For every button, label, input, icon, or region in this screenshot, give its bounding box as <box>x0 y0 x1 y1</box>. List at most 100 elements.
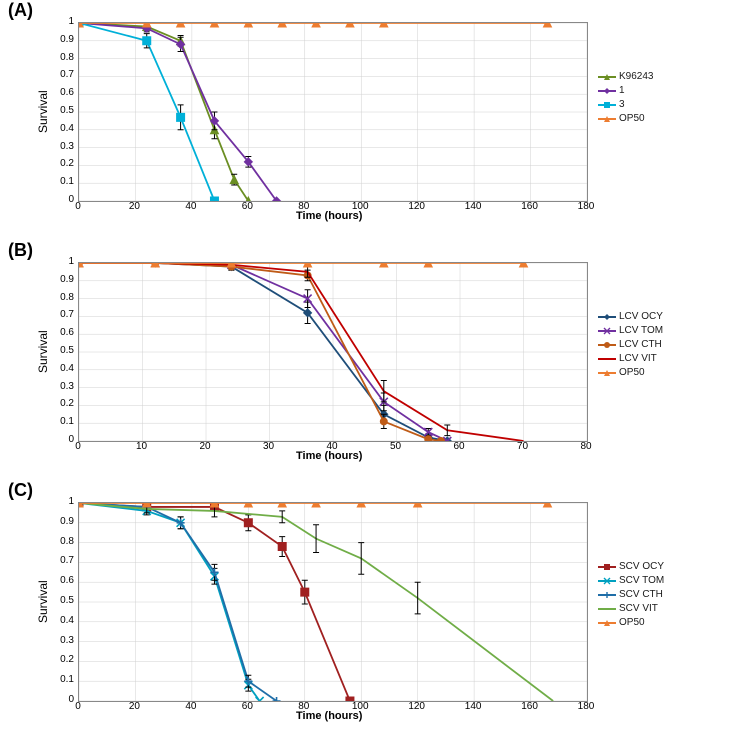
panel-A: (A)SurvivalTime (hours)00.10.20.30.40.50… <box>0 0 752 224</box>
x-tick-label: 60 <box>235 701 259 712</box>
legend-item: LCV VIT <box>598 352 663 365</box>
y-tick-label: 0.7 <box>54 555 74 566</box>
y-tick-label: 0.4 <box>54 123 74 134</box>
y-tick-label: 0.6 <box>54 575 74 586</box>
y-tick-label: 0.4 <box>54 363 74 374</box>
y-tick-label: 0.5 <box>54 105 74 116</box>
x-tick-label: 180 <box>574 701 598 712</box>
y-tick-label: 0.6 <box>54 87 74 98</box>
x-tick-label: 80 <box>292 701 316 712</box>
x-tick-label: 120 <box>405 201 429 212</box>
x-tick-label: 80 <box>292 201 316 212</box>
chart-svg <box>79 263 587 441</box>
x-tick-label: 80 <box>574 441 598 452</box>
x-tick-label: 60 <box>447 441 471 452</box>
x-tick-label: 0 <box>66 701 90 712</box>
legend-label: LCV OCY <box>619 311 663 322</box>
legend-label: SCV CTH <box>619 589 663 600</box>
legend-item: OP50 <box>598 366 663 379</box>
y-tick-label: 1 <box>54 16 74 27</box>
x-tick-label: 70 <box>511 441 535 452</box>
legend-item: LCV TOM <box>598 324 663 337</box>
legend-label: 3 <box>619 99 625 110</box>
x-tick-label: 40 <box>179 701 203 712</box>
panel-B: (B)SurvivalTime (hours)00.10.20.30.40.50… <box>0 240 752 464</box>
legend-item: SCV CTH <box>598 588 664 601</box>
x-tick-label: 160 <box>518 201 542 212</box>
y-tick-label: 0.1 <box>54 416 74 427</box>
y-tick-label: 0.4 <box>54 615 74 626</box>
legend-item: 1 <box>598 84 653 97</box>
x-tick-label: 30 <box>257 441 281 452</box>
x-tick-label: 180 <box>574 201 598 212</box>
legend-item: OP50 <box>598 112 653 125</box>
y-tick-label: 0.9 <box>54 34 74 45</box>
legend: K96243 1 3 OP50 <box>598 70 653 126</box>
y-axis-label: Survival <box>36 330 50 373</box>
x-tick-label: 40 <box>320 441 344 452</box>
y-tick-label: 0.2 <box>54 654 74 665</box>
legend: SCV OCY SCV TOM SCV CTH SCV VIT OP50 <box>598 560 664 630</box>
x-tick-label: 10 <box>130 441 154 452</box>
x-tick-label: 60 <box>235 201 259 212</box>
legend-label: SCV OCY <box>619 561 664 572</box>
legend-item: SCV VIT <box>598 602 664 615</box>
legend-item: SCV OCY <box>598 560 664 573</box>
x-tick-label: 120 <box>405 701 429 712</box>
y-tick-label: 0.3 <box>54 381 74 392</box>
y-axis-label: Survival <box>36 580 50 623</box>
x-tick-label: 20 <box>122 201 146 212</box>
legend-label: 1 <box>619 85 625 96</box>
y-tick-label: 0.9 <box>54 274 74 285</box>
y-tick-label: 0.8 <box>54 292 74 303</box>
x-tick-label: 0 <box>66 201 90 212</box>
legend-label: OP50 <box>619 113 645 124</box>
figure: (A)SurvivalTime (hours)00.10.20.30.40.50… <box>0 0 752 742</box>
legend-label: SCV TOM <box>619 575 664 586</box>
y-tick-label: 0.9 <box>54 516 74 527</box>
y-tick-label: 1 <box>54 256 74 267</box>
y-tick-label: 0.8 <box>54 52 74 63</box>
legend-label: LCV CTH <box>619 339 662 350</box>
plot-area <box>78 502 588 702</box>
x-tick-label: 20 <box>193 441 217 452</box>
y-tick-label: 0.3 <box>54 141 74 152</box>
panel-label: (B) <box>8 240 33 261</box>
x-tick-label: 50 <box>384 441 408 452</box>
y-tick-label: 0.8 <box>54 536 74 547</box>
x-tick-label: 20 <box>122 701 146 712</box>
legend-item: SCV TOM <box>598 574 664 587</box>
chart-svg <box>79 23 587 201</box>
legend-item: OP50 <box>598 616 664 629</box>
panel-label: (A) <box>8 0 33 21</box>
legend-label: K96243 <box>619 71 653 82</box>
y-tick-label: 0.7 <box>54 69 74 80</box>
y-tick-label: 0.2 <box>54 398 74 409</box>
y-tick-label: 1 <box>54 496 74 507</box>
legend-label: OP50 <box>619 617 645 628</box>
plot-area <box>78 262 588 442</box>
y-tick-label: 0.1 <box>54 674 74 685</box>
x-tick-label: 0 <box>66 441 90 452</box>
x-tick-label: 140 <box>461 201 485 212</box>
legend-item: 3 <box>598 98 653 111</box>
y-tick-label: 0.6 <box>54 327 74 338</box>
y-tick-label: 0.3 <box>54 635 74 646</box>
legend-label: LCV VIT <box>619 353 657 364</box>
x-tick-label: 160 <box>518 701 542 712</box>
legend: LCV OCY LCV TOM LCV CTH LCV VIT OP50 <box>598 310 663 380</box>
panel-label: (C) <box>8 480 33 501</box>
y-tick-label: 0.5 <box>54 595 74 606</box>
legend-item: LCV CTH <box>598 338 663 351</box>
chart-svg <box>79 503 587 701</box>
legend-label: OP50 <box>619 367 645 378</box>
x-tick-label: 140 <box>461 701 485 712</box>
legend-label: SCV VIT <box>619 603 658 614</box>
y-tick-label: 0.5 <box>54 345 74 356</box>
x-tick-label: 100 <box>348 701 372 712</box>
legend-item: K96243 <box>598 70 653 83</box>
plot-area <box>78 22 588 202</box>
y-tick-label: 0.7 <box>54 309 74 320</box>
y-axis-label: Survival <box>36 90 50 133</box>
legend-label: LCV TOM <box>619 325 663 336</box>
